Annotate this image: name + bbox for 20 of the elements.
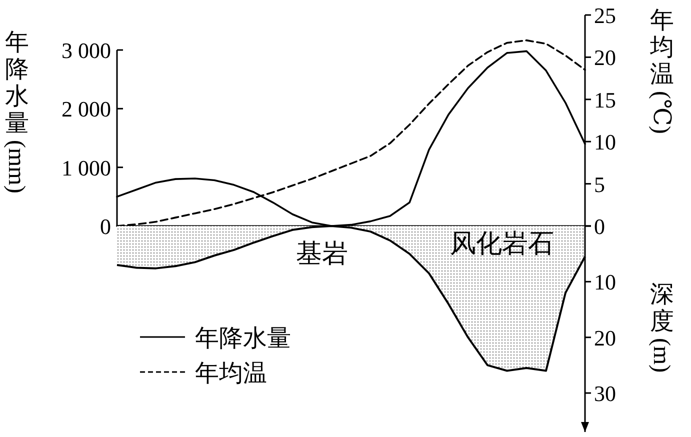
y2tick: 5 — [594, 172, 605, 197]
ytick: 10 — [594, 270, 616, 295]
ytick: 1 000 — [62, 155, 111, 180]
y2tick: 0 — [594, 214, 605, 239]
annotation: 风化岩石 — [450, 229, 554, 258]
legend-label: 年降水量 — [195, 326, 291, 352]
ytick: 20 — [594, 325, 616, 350]
ytick: 3 000 — [62, 38, 111, 63]
ytick: 0 — [100, 214, 111, 239]
y2tick: 25 — [594, 3, 616, 28]
y2label: 年均温(℃) — [648, 8, 674, 134]
y2tick: 20 — [594, 45, 616, 70]
y2tick: 15 — [594, 87, 616, 112]
ytick: 30 — [594, 381, 616, 406]
legend-label: 年均温 — [195, 361, 267, 387]
y2tick: 10 — [594, 130, 616, 155]
ylabel: 深度(m) — [648, 282, 674, 373]
annotation: 基岩 — [296, 239, 348, 268]
ylabel: 年降水量(mm) — [3, 30, 29, 194]
ytick: 2 000 — [62, 96, 111, 122]
